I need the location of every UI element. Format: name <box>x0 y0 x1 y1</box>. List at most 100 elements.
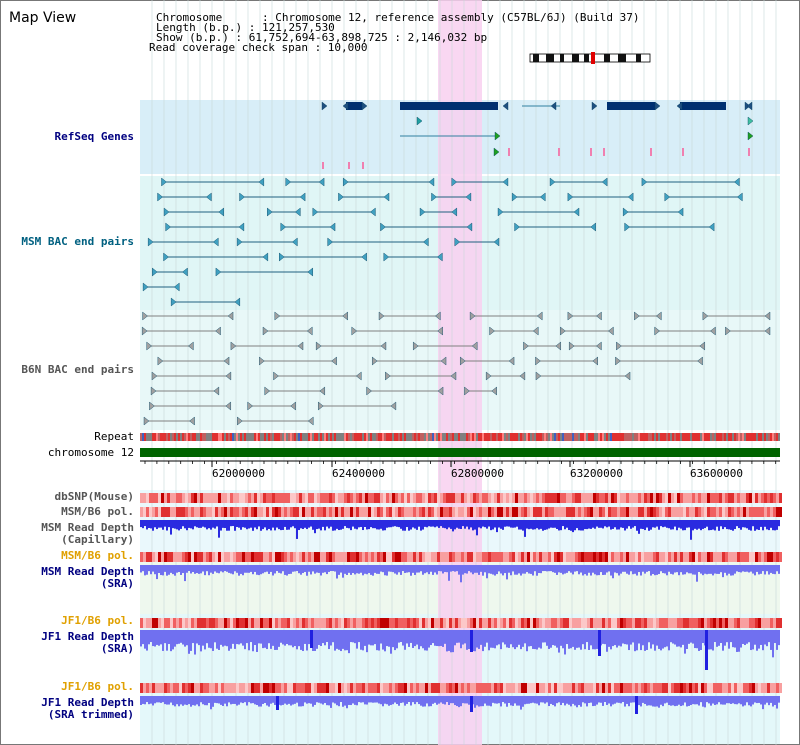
depth-bar <box>560 520 562 531</box>
depth-bar <box>436 565 438 575</box>
polymorphism-cell <box>731 507 734 517</box>
depth-bar <box>758 696 760 703</box>
feature-arrow <box>361 101 368 111</box>
depth-bar <box>330 520 332 527</box>
polymorphism-cell <box>404 493 407 503</box>
polymorphism-cell <box>686 493 689 503</box>
depth-bar <box>332 696 334 703</box>
repeat-segment <box>494 433 496 441</box>
repeat-segment <box>710 433 712 441</box>
jf1-b6-pol-label[interactable]: JF1/B6 pol. <box>61 614 134 627</box>
polymorphism-cell <box>752 493 755 503</box>
polymorphism-cell <box>176 683 179 693</box>
depth-bar <box>536 696 538 704</box>
depth-bar <box>244 565 246 573</box>
msm-bac-label[interactable]: MSM BAC end pairs <box>21 235 134 248</box>
polymorphism-cell <box>773 493 776 503</box>
depth-bar <box>572 565 574 575</box>
polymorphism-cell <box>605 493 608 503</box>
polymorphism-cell <box>638 618 641 628</box>
feature-arrow <box>331 356 337 366</box>
feature-arrow <box>560 326 566 336</box>
polymorphism-cell <box>611 552 614 562</box>
jf1-b6-pol-trimmed-label[interactable]: JF1/B6 pol. <box>61 680 134 693</box>
chromosome-label[interactable]: chromosome 12 <box>47 446 134 459</box>
b6n-bac-label[interactable]: B6N BAC end pairs <box>21 363 134 376</box>
polymorphism-cell <box>650 507 653 517</box>
msm-read-depth-sra-label[interactable]: MSM Read Depth <box>41 565 134 578</box>
repeat-segment <box>390 433 392 441</box>
depth-bar <box>724 630 726 646</box>
polymorphism-cell <box>719 618 722 628</box>
polymorphism-cell <box>365 493 368 503</box>
depth-bar <box>378 630 380 651</box>
repeat-label[interactable]: Repeat <box>94 430 134 443</box>
polymorphism-cell <box>533 552 536 562</box>
msm-b6-pol-sra-label[interactable]: MSM/B6 pol. <box>61 549 134 562</box>
polymorphism-cell <box>431 493 434 503</box>
feature-arrow <box>437 386 444 396</box>
depth-bar <box>526 520 528 529</box>
depth-bar <box>570 520 572 531</box>
polymorphism-cell <box>455 493 458 503</box>
feature-arrow <box>536 311 543 321</box>
depth-bar <box>418 630 420 650</box>
depth-bar <box>698 696 700 706</box>
repeat-segment <box>374 433 376 441</box>
polymorphism-cell <box>629 552 632 562</box>
depth-bar <box>724 520 726 528</box>
msm-b6-pol-label[interactable]: MSM/B6 pol. <box>61 505 134 518</box>
depth-bar <box>154 520 156 528</box>
polymorphism-cell <box>608 552 611 562</box>
depth-bar <box>286 630 288 644</box>
depth-bar <box>234 696 236 704</box>
depth-bar <box>460 630 462 649</box>
depth-bar <box>234 520 236 531</box>
polymorphism-cell <box>368 507 371 517</box>
polymorphism-cell <box>377 493 380 503</box>
msm-read-depth-capillary-label[interactable]: MSM Read Depth <box>41 521 134 534</box>
polymorphism-cell <box>536 552 539 562</box>
repeat-segment <box>338 433 340 441</box>
polymorphism-cell <box>242 683 245 693</box>
polymorphism-cell <box>557 618 560 628</box>
dbsnp-label[interactable]: dbSNP(Mouse) <box>54 490 134 503</box>
depth-bar <box>508 520 510 527</box>
depth-bar <box>746 520 748 529</box>
depth-bar <box>224 520 226 529</box>
polymorphism-cell <box>650 493 653 503</box>
depth-bar <box>736 565 738 572</box>
depth-bar <box>230 520 232 527</box>
repeat-segment <box>744 433 746 441</box>
polymorphism-cell <box>269 493 272 503</box>
depth-bar <box>230 696 232 705</box>
polymorphism-cell <box>728 493 731 503</box>
depth-bar <box>476 630 478 648</box>
depth-bar <box>468 565 470 572</box>
depth-bar <box>404 696 406 706</box>
feature-arrow <box>361 252 367 262</box>
polymorphism-cell <box>587 507 590 517</box>
repeat-segment <box>320 433 322 441</box>
depth-bar <box>160 520 162 528</box>
jf1-read-depth-trimmed-label[interactable]: JF1 Read Depth <box>41 696 134 709</box>
depth-bar <box>264 630 266 648</box>
depth-bar <box>250 630 252 643</box>
depth-bar <box>372 520 374 529</box>
depth-bar <box>246 630 248 644</box>
feature-arrow <box>142 282 149 292</box>
depth-bar <box>200 565 202 574</box>
repeat-segment <box>596 433 598 441</box>
depth-bar <box>768 630 770 643</box>
feature-arrow <box>634 311 640 321</box>
polymorphism-cell <box>701 552 704 562</box>
polymorphism-cell <box>437 493 440 503</box>
depth-bar <box>156 520 158 530</box>
depth-bar <box>622 630 624 644</box>
depth-bar <box>698 520 700 529</box>
jf1-read-depth-label[interactable]: JF1 Read Depth <box>41 630 134 643</box>
polymorphism-cell <box>272 507 275 517</box>
refseq-genes-label[interactable]: RefSeq Genes <box>54 130 134 143</box>
polymorphism-cell <box>392 493 395 503</box>
